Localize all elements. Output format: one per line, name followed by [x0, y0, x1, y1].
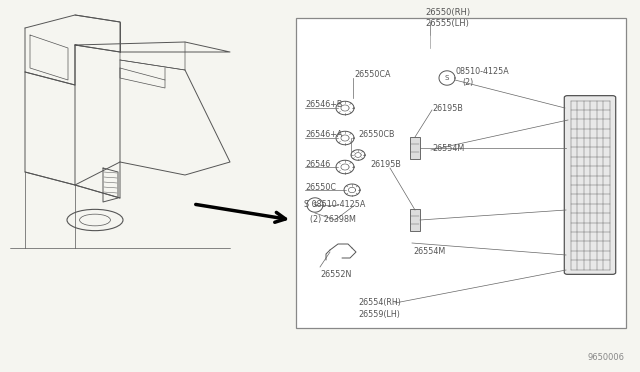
Bar [410, 209, 420, 231]
Text: 26554M: 26554M [413, 247, 445, 256]
Text: S 08510-4125A: S 08510-4125A [304, 200, 365, 209]
Text: 26195B: 26195B [370, 160, 401, 169]
Text: (2) 26398M: (2) 26398M [310, 215, 356, 224]
Text: 9650006: 9650006 [588, 353, 625, 362]
Text: 26554(RH): 26554(RH) [358, 298, 401, 307]
Text: 26554M: 26554M [432, 144, 464, 153]
Text: 26550C: 26550C [305, 183, 336, 192]
FancyBboxPatch shape [564, 96, 616, 275]
Text: 26550CA: 26550CA [354, 70, 390, 79]
Text: (2): (2) [462, 78, 473, 87]
Text: 26552N: 26552N [320, 270, 351, 279]
Text: 26550(RH): 26550(RH) [425, 8, 470, 17]
Bar [410, 137, 420, 159]
Text: 26550CB: 26550CB [358, 130, 394, 139]
Text: 26195B: 26195B [432, 104, 463, 113]
Text: S: S [313, 202, 317, 208]
Bar [296, 18, 626, 328]
Text: 26546+B: 26546+B [305, 100, 342, 109]
Text: 26546: 26546 [305, 160, 330, 169]
Text: 26546+A: 26546+A [305, 130, 342, 139]
Text: S: S [445, 75, 449, 81]
Text: 26555(LH): 26555(LH) [425, 19, 469, 28]
Text: 08510-4125A: 08510-4125A [455, 67, 509, 76]
Text: 26559(LH): 26559(LH) [358, 310, 400, 319]
